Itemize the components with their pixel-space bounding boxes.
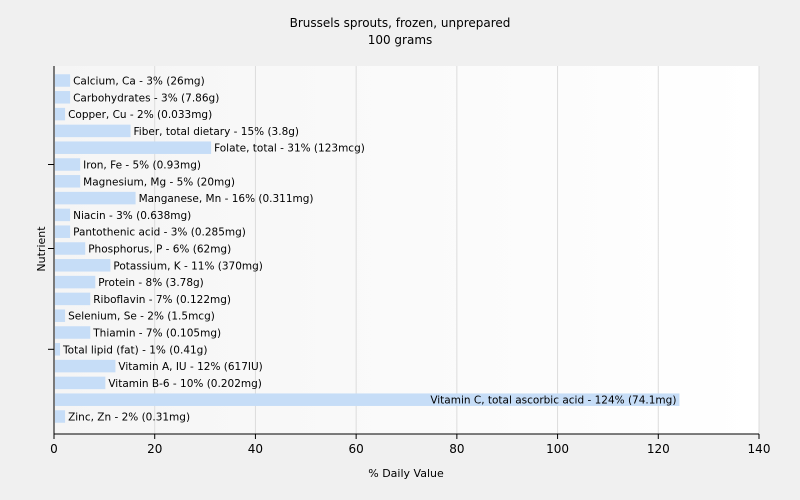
bar-label: Folate, total - 31% (123mcg): [214, 143, 365, 155]
bar-label: Magnesium, Mg - 5% (20mg): [83, 176, 235, 188]
bar: [55, 191, 136, 205]
bar-label: Thiamin - 7% (0.105mg): [92, 328, 221, 340]
x-tick-label: 80: [449, 442, 464, 456]
bars-group: Calcium, Ca - 3% (26mg) Carbohydrates - 3…: [55, 74, 680, 424]
bar-label: Niacin - 3% (0.638mg): [73, 210, 191, 222]
bar: [55, 74, 71, 87]
bar: [55, 376, 106, 390]
x-tick-label: 40: [248, 442, 263, 456]
bar: [55, 107, 66, 121]
x-tick-label: 140: [748, 442, 771, 456]
bar: [55, 275, 96, 289]
x-tick-label: 0: [50, 442, 58, 456]
axes-group: 0 20 40 60 80 100 120 140: [48, 66, 770, 456]
bar: [55, 158, 81, 171]
bar-label: Iron, Fe - 5% (0.93mg): [83, 160, 201, 172]
bar: [55, 208, 71, 222]
bar: [55, 359, 116, 373]
bar: [55, 410, 66, 423]
bar: [55, 124, 131, 138]
bar: [55, 175, 81, 188]
bar: [55, 343, 61, 356]
bar-label: Phosphorus, P - 6% (62mg): [88, 244, 231, 256]
bar-label: Zinc, Zn - 2% (0.31mg): [68, 412, 190, 424]
chart-subtitle: 100 grams: [368, 33, 433, 47]
x-tick-label: 60: [349, 442, 364, 456]
bar-label: Calcium, Ca - 3% (26mg): [73, 76, 205, 88]
bar-label: Vitamin A, IU - 12% (617IU): [118, 361, 262, 373]
bar: [55, 91, 71, 104]
bar-label: Manganese, Mn - 16% (0.311mg): [139, 193, 314, 205]
bar: [55, 242, 86, 255]
bar: [55, 225, 71, 238]
y-axis-title: Nutrient: [35, 226, 48, 272]
bar-label: Riboflavin - 7% (0.122mg): [93, 294, 231, 306]
bar-label: Copper, Cu - 2% (0.033mg): [68, 109, 212, 121]
bar-label: Total lipid (fat) - 1% (0.41g): [62, 344, 207, 356]
gridlines: [154, 66, 760, 434]
bar-label: Protein - 8% (3.78g): [98, 277, 204, 289]
plot-area: [54, 66, 759, 434]
chart-title: Brussels sprouts, frozen, unprepared: [290, 16, 511, 30]
bar: [55, 259, 111, 272]
bar-label: Selenium, Se - 2% (1.5mcg): [68, 311, 215, 323]
bar-label: Carbohydrates - 3% (7.86g): [73, 92, 219, 104]
x-tick-label: 100: [546, 442, 569, 456]
x-tick-label: 120: [647, 442, 670, 456]
x-axis-title: % Daily Value: [368, 467, 444, 480]
bar: [55, 309, 66, 322]
x-tick-label: 20: [147, 442, 162, 456]
bar-label: Potassium, K - 11% (370mg): [113, 260, 263, 272]
bar-label: Fiber, total dietary - 15% (3.8g): [134, 126, 299, 138]
bar-label: Vitamin B-6 - 10% (0.202mg): [108, 378, 262, 390]
bar: [55, 326, 91, 339]
bar-label: Vitamin C, total ascorbic acid - 124% (7…: [430, 395, 676, 407]
bar-label: Pantothenic acid - 3% (0.285mg): [73, 227, 246, 239]
bar: [55, 393, 680, 406]
bar: [55, 141, 212, 154]
bar: [55, 292, 91, 306]
